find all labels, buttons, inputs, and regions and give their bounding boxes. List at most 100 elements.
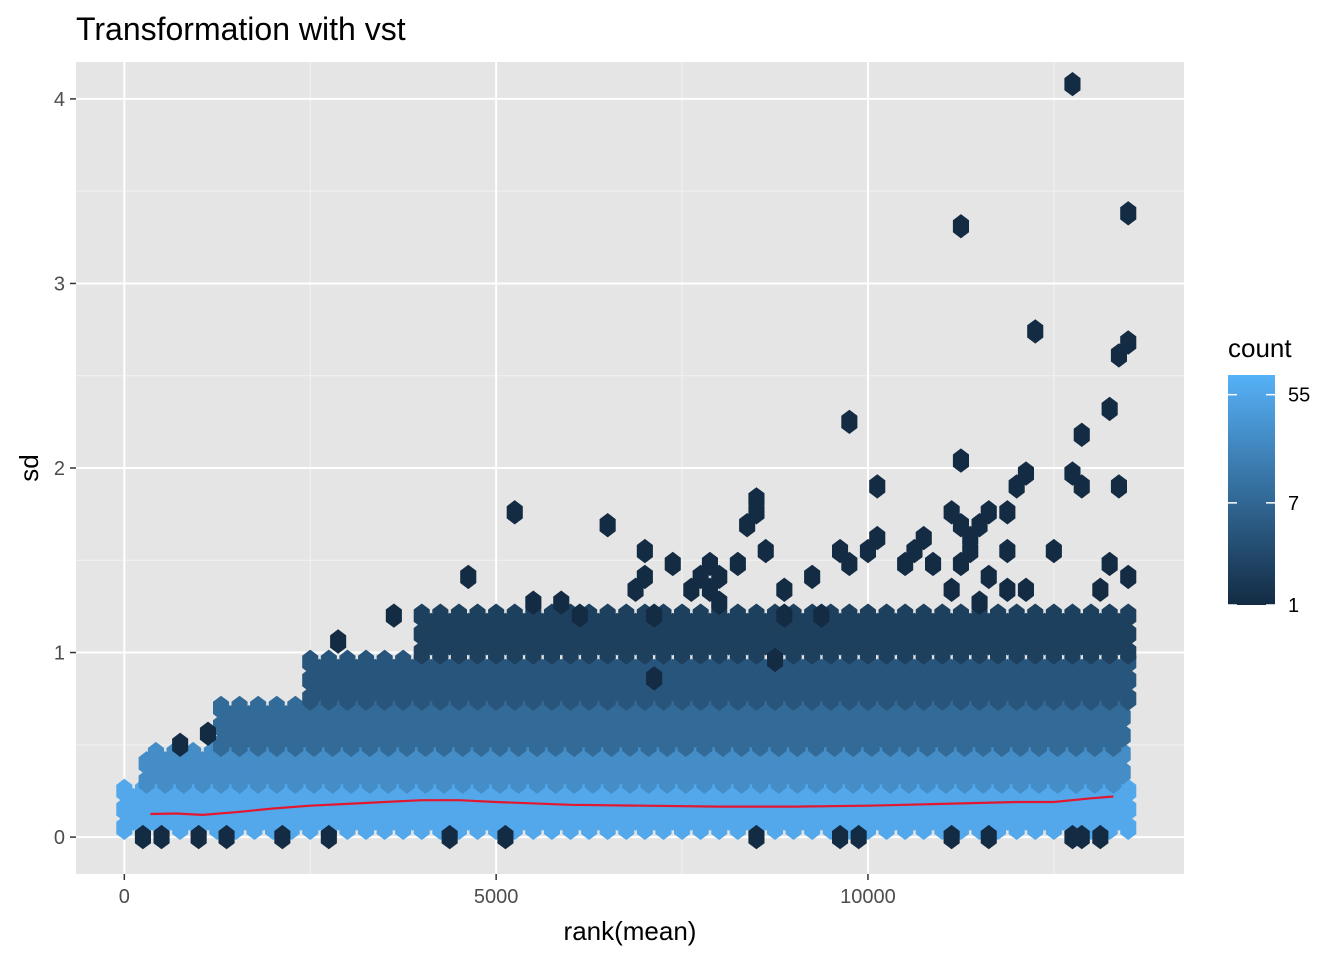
hexbin-cell xyxy=(599,513,616,538)
hexbin-cell xyxy=(506,500,523,525)
hexbin-cell xyxy=(153,824,170,850)
hexbin-cell xyxy=(897,551,914,577)
hexbin-cell xyxy=(571,603,588,628)
hexbin-cell xyxy=(878,603,895,628)
hexbin-cell xyxy=(320,824,337,850)
hexbin-cell xyxy=(1120,564,1137,590)
hexbin-cell xyxy=(268,695,285,721)
hexbin-cell xyxy=(1008,603,1025,628)
hexbin-cell xyxy=(618,603,635,628)
hexbin-cell xyxy=(1045,603,1062,628)
hexbin-cell xyxy=(497,824,514,850)
hexbin-cell xyxy=(432,603,449,628)
hexbin-cell xyxy=(832,824,849,850)
x-tick-label: 0 xyxy=(119,886,130,908)
legend-break-label: 1 xyxy=(1288,595,1299,617)
hexbin-cell xyxy=(943,824,960,850)
trend-line xyxy=(150,795,1114,817)
x-tick-label: 10000 xyxy=(840,886,896,908)
y-tick-label: 3 xyxy=(54,273,65,295)
x-axis-title: rank(mean) xyxy=(564,916,697,946)
hexbin-cell xyxy=(934,603,951,628)
hexbin-cell xyxy=(859,603,876,628)
hexbin-cell xyxy=(395,649,412,674)
hexbin-cell xyxy=(999,577,1016,602)
y-tick-label: 2 xyxy=(54,458,65,480)
hexbin-cell xyxy=(469,603,486,628)
hexbin-cell xyxy=(1120,201,1137,226)
hexbin-cell xyxy=(1008,474,1025,499)
hexbin-cell xyxy=(1045,538,1062,564)
hexbin-cell xyxy=(990,603,1007,628)
hexbin-cell xyxy=(748,824,765,850)
x-tick-label: 5000 xyxy=(474,886,519,908)
hexbin-cell xyxy=(525,590,542,615)
hexbin-cell xyxy=(683,577,700,602)
hexbin-cell xyxy=(134,824,151,850)
hexbin-cell xyxy=(1017,577,1034,602)
hexbin-cell xyxy=(841,551,858,577)
hexbin-cell xyxy=(692,603,709,628)
hexbin-cell xyxy=(971,590,988,615)
hexbin-cell xyxy=(460,564,477,590)
hexbin-cell xyxy=(339,649,356,674)
hexbin-cell xyxy=(1083,603,1100,628)
hexbin-cell xyxy=(1120,778,1137,804)
hexbin-cell xyxy=(413,603,430,628)
hexbin-cell xyxy=(739,513,756,538)
hexbin-cell xyxy=(850,824,867,850)
hexbin-cell xyxy=(646,603,663,628)
hexbin-cell xyxy=(636,538,653,564)
hexbin-cell xyxy=(627,577,644,602)
chart-title: Transformation with vst xyxy=(76,11,406,47)
hexbin-cell xyxy=(450,603,467,628)
hexbin-cell xyxy=(897,603,914,628)
hexbin-cell xyxy=(385,603,402,628)
hexbin-cell xyxy=(302,649,319,674)
y-tick-label: 1 xyxy=(54,643,65,665)
hexbin-cell xyxy=(218,824,235,850)
legend-colorbar xyxy=(1228,375,1275,605)
hexbin-cell xyxy=(1064,603,1081,628)
hexbin-cell xyxy=(358,649,375,674)
y-tick-label: 0 xyxy=(54,827,65,849)
axes: 0 5000 10000 0 1 2 3 4 xyxy=(54,89,896,908)
hexbin-cell xyxy=(980,564,997,590)
hexbin-cells xyxy=(116,72,1137,850)
hexbin-cell xyxy=(952,214,969,239)
hexbin-cell xyxy=(1092,824,1109,850)
hexbin-cell xyxy=(1027,603,1044,628)
hexbin-cell xyxy=(172,732,189,757)
hexbin-cell xyxy=(869,474,886,499)
hexbin-cell xyxy=(980,824,997,850)
hexbin-cell xyxy=(729,551,746,577)
hexbin-cell xyxy=(859,538,876,564)
hexbin-cell xyxy=(287,695,304,721)
hexbin-cell xyxy=(553,590,570,615)
hexbin-cell xyxy=(674,603,691,628)
trend-line-layer xyxy=(150,795,1114,817)
hexbin-cell xyxy=(952,551,969,577)
hexbin-cell xyxy=(757,538,774,564)
hexbin-cell xyxy=(841,603,858,628)
hexbin-cell xyxy=(441,824,458,850)
hexbin-cell xyxy=(841,409,858,434)
hexbin-cell xyxy=(952,448,969,473)
hexbin-cell xyxy=(952,603,969,628)
hexbin-cell xyxy=(1110,343,1127,368)
hexbin-cell xyxy=(147,741,164,767)
y-tick-label: 4 xyxy=(54,89,65,111)
hexbin-cell xyxy=(274,824,291,850)
hexbin-cell xyxy=(231,695,248,721)
hexbin-cell xyxy=(599,603,616,628)
hexbin-cell xyxy=(776,577,793,602)
hexbin-cell xyxy=(711,590,728,615)
hexbin-cell xyxy=(1092,577,1109,602)
hexbin-cell xyxy=(1073,474,1090,499)
hexbin-cell xyxy=(1073,422,1090,447)
hexbin-cell xyxy=(925,551,942,577)
y-axis-title: sd xyxy=(14,454,44,481)
hexbin-cell xyxy=(213,695,230,721)
